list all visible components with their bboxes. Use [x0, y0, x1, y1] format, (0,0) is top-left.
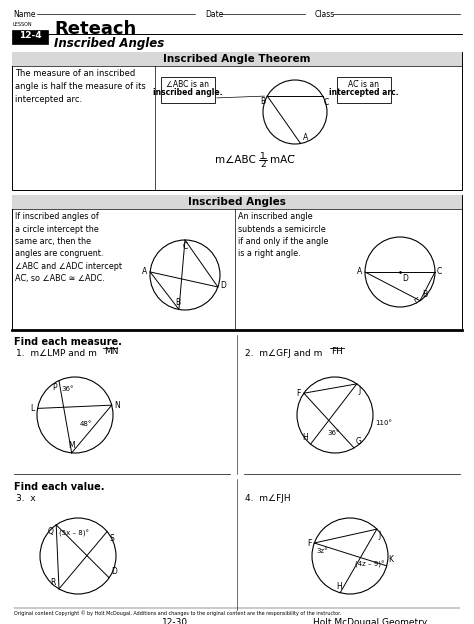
Text: J: J — [359, 386, 361, 395]
Text: H: H — [336, 582, 342, 591]
Text: B: B — [260, 97, 265, 106]
Text: intercepted arc.: intercepted arc. — [329, 88, 399, 97]
Text: 2.  m∠GFJ and m: 2. m∠GFJ and m — [245, 349, 322, 358]
Text: Q: Q — [47, 527, 53, 536]
Text: 3z°: 3z° — [316, 548, 328, 554]
Text: (5x – 8)°: (5x – 8)° — [59, 530, 89, 537]
Text: S: S — [109, 534, 114, 543]
Text: G: G — [356, 437, 362, 446]
Text: Inscribed Angles: Inscribed Angles — [188, 197, 286, 207]
Text: The measure of an inscribed
angle is half the measure of its
intercepted arc.: The measure of an inscribed angle is hal… — [15, 69, 146, 104]
Text: C: C — [324, 98, 329, 107]
Text: ∠ABC is an: ∠ABC is an — [166, 80, 210, 89]
Text: L: L — [30, 404, 35, 413]
Text: 110°: 110° — [375, 420, 392, 426]
Text: m∠ABC =: m∠ABC = — [215, 155, 268, 165]
Text: mAC̅: mAC̅ — [270, 155, 294, 165]
Text: 4.  m∠FJH: 4. m∠FJH — [245, 494, 291, 503]
Text: R: R — [51, 578, 56, 587]
Text: (4z – 9)°: (4z – 9)° — [355, 561, 384, 568]
FancyBboxPatch shape — [161, 77, 215, 103]
Text: Class: Class — [315, 10, 335, 19]
Text: Holt McDougal Geometry: Holt McDougal Geometry — [313, 618, 427, 624]
Text: MN: MN — [104, 347, 118, 356]
Text: Name: Name — [13, 10, 36, 19]
Text: F: F — [297, 389, 301, 397]
Text: AC̅ is an: AC̅ is an — [348, 80, 380, 89]
Text: inscribed angle.: inscribed angle. — [153, 88, 223, 97]
Bar — [12, 52, 462, 66]
Text: M: M — [68, 441, 75, 450]
Text: N: N — [115, 401, 120, 410]
Bar — [12, 30, 48, 44]
Text: K: K — [389, 555, 394, 564]
Bar — [12, 195, 462, 209]
Bar — [12, 52, 462, 190]
Text: H: H — [302, 433, 308, 442]
Text: A: A — [142, 268, 147, 276]
Text: 12-4: 12-4 — [18, 31, 41, 40]
Text: C: C — [437, 268, 442, 276]
Text: F: F — [307, 539, 311, 547]
Text: 48°: 48° — [80, 421, 92, 427]
Text: LESSON: LESSON — [13, 22, 33, 27]
Text: D: D — [402, 274, 408, 283]
Text: FH: FH — [331, 347, 343, 356]
Text: B: B — [422, 290, 427, 299]
Text: B: B — [175, 298, 181, 308]
Text: 1: 1 — [260, 152, 266, 161]
Text: A: A — [302, 132, 308, 142]
Text: 1.  m∠LMP and m: 1. m∠LMP and m — [16, 349, 97, 358]
Text: An inscribed angle
subtends a semicircle
if and only if the angle
is a right ang: An inscribed angle subtends a semicircle… — [238, 212, 328, 258]
Text: C: C — [182, 242, 188, 251]
Text: P: P — [52, 383, 57, 392]
Text: Original content Copyright © by Holt McDougal. Additions and changes to the orig: Original content Copyright © by Holt McD… — [14, 610, 341, 616]
Text: 12-30: 12-30 — [162, 618, 188, 624]
Text: D: D — [111, 567, 117, 576]
Text: 36°: 36° — [327, 430, 339, 436]
Bar — [12, 195, 462, 330]
Text: Reteach: Reteach — [54, 20, 136, 38]
Text: Inscribed Angle Theorem: Inscribed Angle Theorem — [163, 54, 311, 64]
Text: Inscribed Angles: Inscribed Angles — [54, 37, 164, 50]
Text: 3.  x: 3. x — [16, 494, 36, 503]
Text: D: D — [220, 281, 226, 290]
Text: If inscribed angles of
a circle intercept the
same arc, then the
angles are cong: If inscribed angles of a circle intercep… — [15, 212, 122, 283]
FancyBboxPatch shape — [337, 77, 391, 103]
Text: 36°: 36° — [61, 386, 73, 392]
Text: Date: Date — [205, 10, 223, 19]
Text: Find each value.: Find each value. — [14, 482, 104, 492]
Text: Find each measure.: Find each measure. — [14, 337, 122, 347]
Text: A: A — [357, 268, 362, 276]
Text: J: J — [379, 531, 381, 540]
Text: 2: 2 — [260, 160, 266, 169]
